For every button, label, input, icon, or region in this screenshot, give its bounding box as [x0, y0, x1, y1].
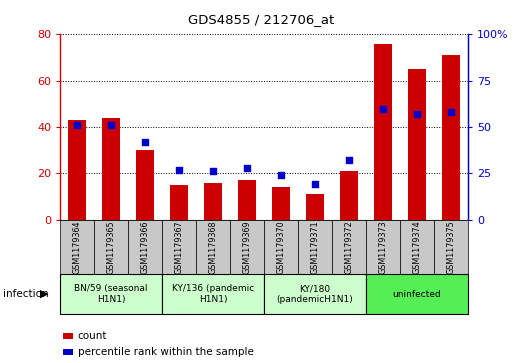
Point	[73, 122, 82, 128]
Text: count: count	[78, 331, 107, 341]
Point	[345, 158, 354, 163]
Point	[447, 109, 456, 115]
Text: GSM1179370: GSM1179370	[277, 220, 286, 274]
Text: GSM1179369: GSM1179369	[243, 220, 252, 274]
Bar	[264, 220, 298, 274]
Text: GSM1179372: GSM1179372	[345, 220, 354, 274]
Bar	[60, 220, 94, 274]
Bar	[68, 120, 86, 220]
Point	[209, 168, 218, 174]
Text: KY/136 (pandemic
H1N1): KY/136 (pandemic H1N1)	[172, 284, 254, 304]
Bar	[306, 194, 324, 220]
Text: uninfected: uninfected	[393, 290, 441, 298]
Bar	[230, 220, 264, 274]
Bar	[128, 220, 162, 274]
Text: GDS4855 / 212706_at: GDS4855 / 212706_at	[188, 13, 335, 26]
Bar	[442, 55, 460, 220]
Point	[379, 106, 388, 111]
Bar	[136, 150, 154, 220]
Bar	[298, 220, 332, 274]
Bar	[196, 220, 230, 274]
Point	[141, 139, 150, 145]
Bar	[102, 118, 120, 220]
Text: BN/59 (seasonal
H1N1): BN/59 (seasonal H1N1)	[74, 284, 148, 304]
Text: GSM1179365: GSM1179365	[107, 220, 116, 274]
Text: KY/180
(pandemicH1N1): KY/180 (pandemicH1N1)	[277, 284, 354, 304]
Bar	[366, 220, 400, 274]
Bar	[340, 171, 358, 220]
Point	[413, 111, 422, 117]
Text: percentile rank within the sample: percentile rank within the sample	[78, 347, 254, 357]
Bar	[170, 185, 188, 220]
Bar	[374, 44, 392, 220]
Point	[175, 167, 184, 172]
Text: GSM1179366: GSM1179366	[141, 220, 150, 274]
Bar	[332, 220, 366, 274]
Text: ▶: ▶	[40, 289, 49, 299]
Bar	[60, 274, 162, 314]
Point	[243, 165, 252, 171]
Bar	[162, 220, 196, 274]
Point	[277, 172, 286, 178]
Text: GSM1179375: GSM1179375	[447, 220, 456, 274]
Bar	[400, 220, 434, 274]
Text: GSM1179373: GSM1179373	[379, 220, 388, 274]
Bar	[264, 274, 366, 314]
Text: GSM1179371: GSM1179371	[311, 220, 320, 274]
Text: infection: infection	[3, 289, 48, 299]
Text: GSM1179368: GSM1179368	[209, 220, 218, 274]
Bar	[434, 220, 468, 274]
Text: GSM1179364: GSM1179364	[73, 220, 82, 274]
Bar	[94, 220, 128, 274]
Bar	[238, 180, 256, 220]
Bar	[204, 183, 222, 220]
Bar	[272, 187, 290, 220]
Point	[107, 122, 116, 128]
Point	[311, 182, 320, 187]
Bar	[366, 274, 468, 314]
Bar	[162, 274, 264, 314]
Text: GSM1179367: GSM1179367	[175, 220, 184, 274]
Bar	[408, 69, 426, 220]
Text: GSM1179374: GSM1179374	[413, 220, 422, 274]
